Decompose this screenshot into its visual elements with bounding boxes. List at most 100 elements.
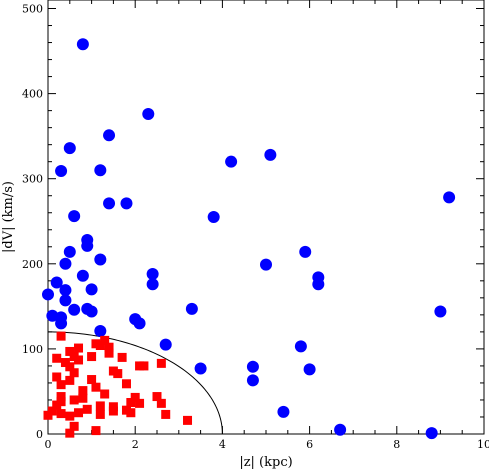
x-tick-label: 4: [219, 438, 226, 451]
data-point-square: [56, 380, 66, 390]
data-point-square: [43, 410, 53, 420]
data-point-square: [113, 369, 123, 379]
data-point-circle: [103, 129, 116, 142]
data-point-circle: [443, 191, 456, 204]
data-point-circle: [185, 302, 198, 315]
data-point-square: [65, 375, 75, 385]
y-tick-label: 400: [22, 88, 43, 101]
data-point-square: [117, 352, 127, 362]
data-point-circle: [120, 197, 133, 210]
data-point-circle: [68, 210, 81, 223]
data-point-square: [56, 331, 66, 341]
y-axis-label: |dV| (km/s): [1, 181, 16, 253]
series-circle: [42, 38, 456, 440]
data-point-circle: [142, 108, 155, 121]
data-point-circle: [42, 288, 54, 301]
data-point-square: [65, 362, 75, 372]
data-point-circle: [133, 317, 146, 330]
data-point-circle: [294, 340, 307, 353]
data-point-square: [78, 386, 88, 396]
data-point-circle: [68, 303, 81, 316]
data-point-circle: [50, 276, 63, 289]
data-point-square: [69, 368, 79, 378]
data-point-circle: [246, 360, 259, 373]
data-point-circle: [103, 197, 116, 210]
data-point-circle: [194, 362, 207, 375]
data-point-square: [82, 404, 92, 414]
data-point-circle: [94, 253, 107, 266]
data-point-square: [95, 409, 105, 419]
y-tick-label: 500: [22, 3, 43, 16]
data-point-circle: [425, 427, 438, 440]
data-point-circle: [59, 294, 72, 307]
data-point-circle: [76, 269, 89, 282]
data-point-square: [100, 335, 110, 345]
data-point-circle: [59, 284, 72, 297]
data-point-circle: [146, 278, 159, 291]
data-point-circle: [434, 305, 447, 318]
data-point-square: [104, 342, 114, 352]
data-point-square: [121, 379, 131, 389]
data-point-circle: [63, 245, 76, 258]
x-tick-label: 2: [132, 438, 139, 451]
data-point-square: [65, 411, 75, 421]
data-point-square: [156, 398, 166, 408]
data-point-square: [52, 372, 62, 382]
data-point-circle: [303, 363, 316, 376]
data-point-square: [135, 398, 145, 408]
x-tick-label: 0: [45, 438, 52, 451]
data-point-square: [74, 343, 84, 353]
data-point-square: [65, 346, 75, 356]
data-point-square: [152, 392, 162, 402]
data-point-square: [130, 392, 140, 402]
data-point-circle: [264, 148, 277, 161]
data-point-square: [126, 408, 136, 418]
data-point-square: [104, 348, 114, 358]
reference-curve: [47, 331, 223, 435]
x-tick-label: 6: [306, 438, 313, 451]
data-point-square: [78, 393, 88, 403]
data-point-square: [87, 375, 97, 385]
data-point-square: [139, 361, 149, 371]
y-tick-label: 0: [36, 428, 43, 441]
data-point-square: [183, 415, 193, 425]
x-axis-label: |z| (kpc): [239, 455, 292, 469]
data-point-square: [69, 421, 79, 431]
data-point-circle: [159, 338, 172, 351]
data-point-square: [108, 406, 118, 416]
data-point-circle: [81, 239, 94, 252]
y-tick-label: 300: [22, 173, 43, 186]
data-point-circle: [85, 305, 98, 318]
data-point-square: [69, 395, 79, 405]
data-point-square: [56, 409, 66, 419]
data-point-circle: [85, 283, 98, 296]
data-point-square: [52, 353, 62, 363]
data-point-circle: [246, 374, 259, 387]
data-point-circle: [277, 405, 290, 418]
y-tick-label: 200: [22, 258, 43, 271]
data-point-square: [91, 382, 101, 392]
data-series: [42, 38, 456, 440]
data-point-square: [74, 408, 84, 418]
data-point-square: [91, 339, 101, 349]
x-tick-label: 8: [393, 438, 400, 451]
data-point-circle: [55, 317, 68, 330]
data-point-square: [65, 428, 75, 438]
data-point-circle: [312, 278, 325, 291]
data-point-circle: [225, 155, 238, 168]
data-point-square: [56, 392, 66, 402]
data-point-circle: [299, 245, 312, 258]
data-point-circle: [146, 268, 159, 281]
data-point-circle: [207, 211, 220, 223]
data-point-square: [156, 358, 166, 368]
data-point-square: [91, 426, 101, 436]
axis-ticks: [47, 0, 485, 435]
data-point-circle: [55, 165, 68, 178]
data-point-circle: [334, 423, 347, 436]
data-point-circle: [260, 258, 272, 271]
y-tick-label: 100: [22, 343, 43, 356]
x-tick-label: 10: [477, 438, 489, 451]
data-point-square: [161, 409, 171, 419]
